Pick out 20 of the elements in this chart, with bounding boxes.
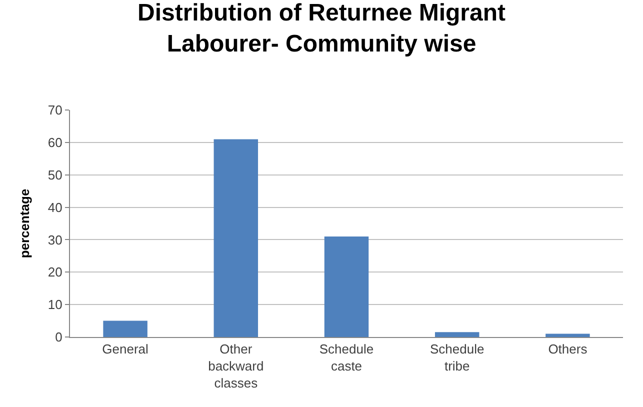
y-tick-label: 0 [55, 330, 62, 345]
x-tick-label: Other backward classes [208, 342, 264, 390]
y-axis-title: percentage [16, 188, 32, 258]
x-tick-label: Others [548, 342, 588, 357]
bar [434, 332, 480, 337]
y-tick-label: 60 [48, 134, 62, 150]
y-tick-label: 50 [48, 167, 62, 182]
bar [324, 236, 369, 337]
bar [103, 320, 148, 337]
y-tick-label: 10 [48, 297, 62, 312]
chart-title: Distribution of Returnee Migrant Labourer- Community wise [138, 0, 506, 58]
bar [214, 139, 258, 337]
x-tick-label: Schedule caste [319, 342, 374, 374]
bar [546, 334, 590, 337]
y-tick-label: 70 [48, 102, 62, 118]
y-tick-label: 40 [48, 200, 62, 215]
y-tick-label: 20 [48, 264, 62, 280]
x-tick-label: General [102, 342, 149, 357]
y-tick-label: 30 [48, 232, 62, 248]
x-tick-label: Schedule tribe [430, 342, 484, 374]
